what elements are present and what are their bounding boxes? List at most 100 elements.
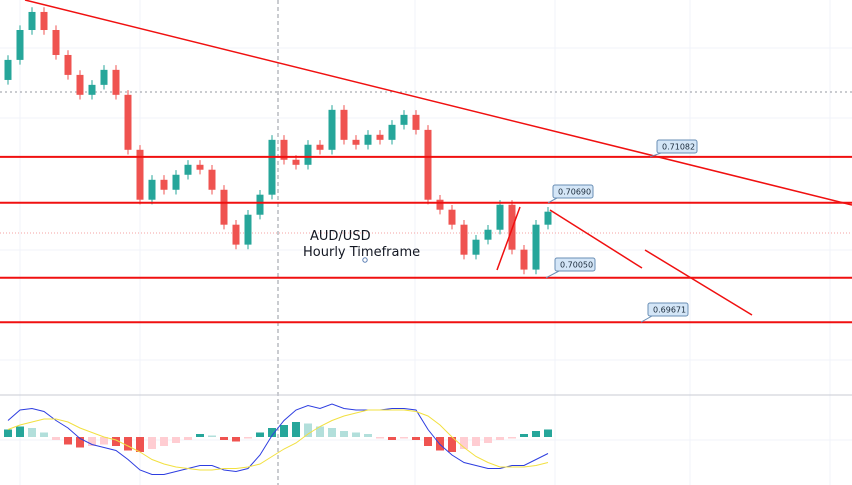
candle-body bbox=[124, 94, 132, 150]
histogram-bar bbox=[76, 437, 84, 448]
marks bbox=[0, 7, 852, 475]
histogram-bar bbox=[532, 431, 540, 437]
histogram-bar bbox=[544, 429, 552, 437]
histogram-bar bbox=[472, 437, 480, 446]
candle-body bbox=[148, 179, 156, 200]
candle-body bbox=[232, 224, 240, 245]
candle-body bbox=[448, 209, 456, 225]
price-label-box bbox=[647, 302, 689, 317]
histogram-bar bbox=[172, 437, 180, 443]
histogram-bar bbox=[52, 437, 60, 440]
chart-subtitle: Hourly Timeframe bbox=[303, 245, 420, 260]
histogram-bar bbox=[400, 437, 408, 439]
candle-body bbox=[4, 59, 12, 80]
histogram-bar bbox=[484, 437, 492, 443]
histogram-bar bbox=[40, 432, 48, 437]
candle-body bbox=[76, 74, 84, 95]
candle-body bbox=[172, 174, 180, 190]
histogram-bar bbox=[268, 428, 276, 437]
candle-body bbox=[184, 164, 192, 175]
candle-body bbox=[244, 214, 252, 245]
price-label-box bbox=[554, 257, 596, 272]
candle-body bbox=[292, 159, 300, 165]
candle-body bbox=[544, 211, 552, 225]
candle-body bbox=[52, 30, 60, 55]
histogram-bar bbox=[100, 437, 108, 445]
histogram-bar bbox=[508, 437, 516, 439]
cursor-dot bbox=[362, 257, 368, 263]
chart-title: AUD/USD bbox=[310, 229, 371, 244]
candle-body bbox=[160, 179, 168, 190]
labels: 0.71082 0.70690 0.70050 0.69671 bbox=[545, 139, 698, 323]
histogram-bar bbox=[16, 426, 24, 437]
candle-body bbox=[220, 189, 228, 225]
trend-lines bbox=[24, 0, 852, 316]
histogram-bar bbox=[256, 432, 264, 437]
histogram-bar bbox=[520, 434, 528, 437]
histogram-bar bbox=[304, 423, 312, 437]
histogram-bar bbox=[424, 437, 432, 446]
candle-body bbox=[412, 114, 420, 130]
candle-body bbox=[28, 11, 36, 31]
candle-body bbox=[364, 134, 372, 145]
candle-body bbox=[88, 84, 96, 95]
histogram-bar bbox=[64, 437, 72, 445]
candle-body bbox=[64, 54, 72, 75]
candle-body bbox=[460, 224, 468, 255]
indicator-line bbox=[7, 409, 549, 471]
candle-body bbox=[112, 69, 120, 95]
histogram-bar bbox=[184, 437, 192, 440]
histogram-bar bbox=[340, 431, 348, 437]
candle-body bbox=[388, 124, 396, 140]
candle-body bbox=[40, 11, 48, 31]
histogram-bar bbox=[208, 435, 216, 437]
candle-body bbox=[496, 204, 504, 230]
candle-body bbox=[376, 134, 384, 140]
histogram-bar bbox=[244, 437, 252, 439]
candle-body bbox=[472, 239, 480, 255]
candle-body bbox=[208, 169, 216, 190]
candle-body bbox=[424, 129, 432, 200]
histogram-bar bbox=[316, 426, 324, 437]
histogram-bar bbox=[328, 428, 336, 437]
histogram-bar bbox=[196, 434, 204, 437]
candle-body bbox=[484, 229, 492, 240]
histogram-bar bbox=[28, 428, 36, 437]
candle-body bbox=[136, 149, 144, 200]
candle-body bbox=[256, 194, 264, 215]
label-pointer bbox=[640, 315, 653, 323]
price-label: 0.70050 bbox=[560, 261, 593, 270]
histogram-bar bbox=[448, 437, 456, 452]
histogram-bar bbox=[412, 437, 420, 440]
indicator-line bbox=[7, 403, 549, 475]
price-label-box bbox=[552, 184, 594, 199]
candle-body bbox=[316, 144, 324, 150]
candle-body bbox=[352, 139, 360, 145]
candle-body bbox=[100, 69, 108, 85]
label-pointer bbox=[547, 197, 558, 204]
histogram-bar bbox=[136, 437, 144, 452]
candle-body bbox=[304, 144, 312, 165]
candle-body bbox=[16, 30, 24, 60]
candle-body bbox=[532, 224, 540, 270]
histogram-bar bbox=[280, 425, 288, 437]
candle-body bbox=[436, 199, 444, 210]
histogram-bar bbox=[352, 432, 360, 437]
histogram-bar bbox=[496, 437, 504, 440]
histogram-bar bbox=[4, 429, 12, 437]
histogram-bar bbox=[292, 422, 300, 437]
histogram-bar bbox=[364, 434, 372, 437]
label-pointer bbox=[545, 270, 560, 279]
price-label: 0.69671 bbox=[653, 306, 686, 315]
histogram-bar bbox=[388, 437, 396, 440]
histogram-bar bbox=[232, 437, 240, 442]
candle-body bbox=[196, 164, 204, 170]
histogram-bar bbox=[220, 437, 228, 440]
price-label-box bbox=[656, 139, 698, 154]
histogram-bar bbox=[148, 437, 156, 449]
label-pointer bbox=[649, 152, 662, 158]
candle-body bbox=[328, 109, 336, 150]
histogram-bar bbox=[460, 437, 468, 449]
